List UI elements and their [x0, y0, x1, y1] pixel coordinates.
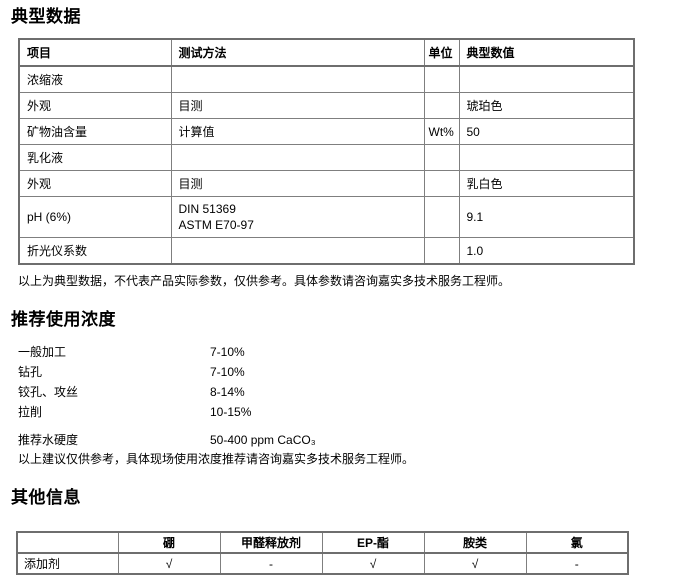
table-row-refractometer: 折光仪系数 1.0	[18, 237, 635, 265]
col-header-item: 项目	[18, 38, 172, 67]
additives-header-row: 硼 甲醛释放剂 EP-酯 胺类 氯	[16, 531, 629, 554]
additive-check-chlorine: -	[525, 552, 629, 575]
col-header-ep-ester: EP-酯	[321, 531, 425, 554]
additive-check-boron: √	[117, 552, 221, 575]
cell-item: pH (6%)	[18, 196, 172, 238]
usage-value: 7-10%	[210, 365, 245, 379]
usage-concentration-list: 一般加工 7-10% 钻孔 7-10% 铰孔、攻丝 8-14% 拉削 10-15…	[18, 342, 675, 422]
additives-row-label: 添加剂	[16, 552, 119, 575]
col-header-chlorine: 氯	[525, 531, 629, 554]
section-title-usage-concentration: 推荐使用浓度	[11, 310, 116, 329]
typical-data-disclaimer: 以上为典型数据，不代表产品实际参数，仅供参考。具体参数请咨询嘉实多技术服务工程师…	[18, 274, 511, 288]
usage-disclaimer: 以上建议仅供参考，具体现场使用浓度推荐请咨询嘉实多技术服务工程师。	[18, 452, 415, 466]
col-header-unit: 单位	[423, 38, 460, 67]
col-header-formaldehyde-releaser: 甲醛释放剂	[219, 531, 323, 554]
datasheet-page: 典型数据 项目 测试方法 单位 典型数值 浓缩液 外观 目测 琥珀色 矿物油含量…	[0, 7, 675, 575]
cell-value: 50	[458, 118, 635, 145]
cell-item: 浓缩液	[18, 65, 172, 93]
table-row-ph: pH (6%) DIN 51369 ASTM E70-97 9.1	[18, 196, 635, 238]
usage-label: 钻孔	[18, 365, 43, 379]
usage-row-drilling: 钻孔 7-10%	[18, 362, 675, 382]
table-row-appearance-emulsion: 外观 目测 乳白色	[18, 170, 635, 197]
col-header-value: 典型数值	[458, 38, 635, 67]
water-hardness-value: 50-400 ppm CaCO₃	[210, 433, 316, 447]
table-row-appearance-concentrate: 外观 目测 琥珀色	[18, 92, 635, 119]
cell-unit	[423, 144, 460, 171]
table-row-emulsion: 乳化液	[18, 144, 635, 171]
water-hardness-row: 推荐水硬度 50-400 ppm CaCO₃	[18, 430, 675, 450]
cell-item: 外观	[18, 170, 172, 197]
usage-label: 一般加工	[18, 345, 67, 359]
cell-method: DIN 51369 ASTM E70-97	[170, 196, 425, 238]
cell-item: 矿物油含量	[18, 118, 172, 145]
cell-value: 1.0	[458, 237, 635, 265]
cell-method: 目测	[170, 170, 425, 197]
cell-value: 琥珀色	[458, 92, 635, 119]
col-header-boron: 硼	[117, 531, 221, 554]
usage-value: 7-10%	[210, 345, 245, 359]
section-title-other-info: 其他信息	[11, 488, 81, 507]
cell-unit	[423, 237, 460, 265]
cell-method: 计算值	[170, 118, 425, 145]
usage-label: 铰孔、攻丝	[18, 385, 79, 399]
section-title-typical-data: 典型数据	[11, 7, 81, 26]
table-row-concentrate: 浓缩液	[18, 65, 635, 93]
cell-value: 乳白色	[458, 170, 635, 197]
cell-value: 9.1	[458, 196, 635, 238]
usage-value: 8-14%	[210, 385, 245, 399]
cell-value	[458, 144, 635, 171]
table-header-row: 项目 测试方法 单位 典型数值	[18, 38, 635, 67]
typical-data-table: 项目 测试方法 单位 典型数值 浓缩液 外观 目测 琥珀色 矿物油含量 计算值 …	[18, 38, 635, 265]
cell-unit	[423, 170, 460, 197]
cell-method	[170, 144, 425, 171]
cell-value	[458, 65, 635, 93]
cell-method	[170, 65, 425, 93]
cell-item: 外观	[18, 92, 172, 119]
additive-check-amines: √	[423, 552, 527, 575]
col-header-amines: 胺类	[423, 531, 527, 554]
cell-item: 折光仪系数	[18, 237, 172, 265]
cell-unit	[423, 92, 460, 119]
col-header-method: 测试方法	[170, 38, 425, 67]
cell-unit: Wt%	[423, 118, 460, 145]
cell-item: 乳化液	[18, 144, 172, 171]
usage-row-reaming-tapping: 铰孔、攻丝 8-14%	[18, 382, 675, 402]
usage-value: 10-15%	[210, 405, 252, 419]
usage-label: 拉削	[18, 405, 43, 419]
usage-row-broaching: 拉削 10-15%	[18, 402, 675, 422]
additive-check-formaldehyde-releaser: -	[219, 552, 323, 575]
cell-unit	[423, 65, 460, 93]
usage-row-general: 一般加工 7-10%	[18, 342, 675, 362]
additives-value-row: 添加剂 √ - √ √ -	[16, 552, 629, 575]
additives-table: 硼 甲醛释放剂 EP-酯 胺类 氯 添加剂 √ - √ √ -	[16, 531, 629, 575]
water-hardness-label: 推荐水硬度	[18, 433, 79, 447]
additive-check-ep-ester: √	[321, 552, 425, 575]
cell-method: 目测	[170, 92, 425, 119]
table-row-mineral-oil: 矿物油含量 计算值 Wt% 50	[18, 118, 635, 145]
cell-method	[170, 237, 425, 265]
col-header-blank	[16, 531, 119, 554]
cell-unit	[423, 196, 460, 238]
